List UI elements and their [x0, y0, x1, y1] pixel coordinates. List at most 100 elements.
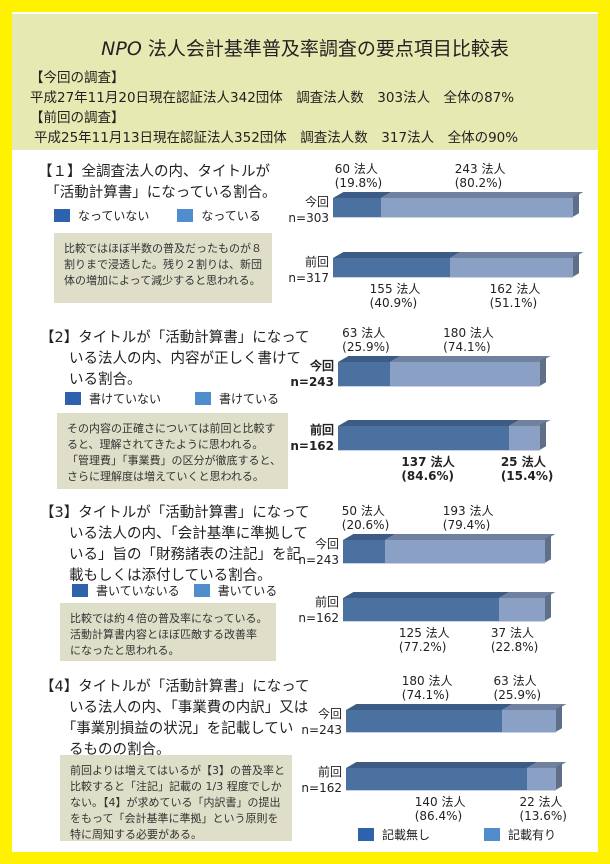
legend-label: 記載無し [382, 828, 431, 842]
bar-segment-top [346, 762, 538, 768]
bar-value-label: 25 法人 (15.4%) [500, 455, 554, 483]
bar-side [540, 421, 546, 450]
bar-segment-top [346, 704, 512, 710]
bar-segment [498, 598, 545, 622]
bar-value-label: 50 法人 (20.6%) [341, 504, 390, 532]
bar-category-label: 前回 n=317 [288, 255, 329, 285]
bar-category-label: 今回 n=243 [290, 359, 334, 389]
bar-segment [508, 426, 540, 451]
legend-swatch-dark [72, 584, 88, 597]
bar-value-label: 37 法人 (22.8%) [490, 626, 539, 654]
bar-category-label: 前回 n=162 [290, 423, 334, 453]
bar-category-label: 今回 n=303 [288, 195, 329, 225]
bar-segment [343, 540, 385, 564]
legend-label: なっていない [78, 209, 150, 223]
legend-swatch-light [177, 209, 194, 222]
current-detail: 平成27年11月20日現在認証法人342団体 調査法人数 303法人 全体の87… [30, 90, 515, 106]
section-2-legend: 書けていない 書けている [65, 390, 279, 407]
bar [346, 704, 567, 733]
bar-segment-top [450, 252, 584, 258]
section-4-note: 前回よりは増えてはいるが【3】の普及率と 比較すると「注記」記載の 1/3 程度… [60, 755, 292, 841]
previous-heading: 【前回の調査】 [30, 110, 125, 126]
bar-segment [338, 362, 391, 387]
legend-label: 書いている [217, 584, 278, 598]
bar-segment-top [390, 356, 551, 362]
legend-swatch-dark [54, 209, 70, 222]
bar [343, 592, 556, 622]
bar-segment [346, 710, 502, 733]
bar-side [573, 193, 579, 217]
bar-value-label: 243 法人 (80.2%) [454, 162, 506, 190]
section-2-title: 【2】タイトルが「活動計算書」になって いる法人の内、内容が正しく書けて いる割… [40, 330, 310, 388]
bar-value-label: 137 法人 (84.6%) [401, 455, 455, 483]
bar-category-label: 今回 n=243 [301, 707, 342, 737]
legend-swatch-dark [65, 392, 81, 405]
bar-category-label: 前回 n=162 [301, 765, 342, 795]
bar-value-label: 22 法人 (13.6%) [519, 795, 567, 823]
bar-segment [380, 198, 573, 218]
bar-value-label: 63 法人 (25.9%) [342, 326, 390, 354]
bar-segment [450, 258, 573, 278]
bar-value-label: 180 法人 (74.1%) [443, 326, 494, 354]
bar-side [556, 763, 562, 790]
bar-segment-top [338, 420, 520, 426]
section-4-legend: 記載無し 記載有り [358, 826, 556, 843]
bar-side [556, 705, 562, 732]
bar-segment [338, 426, 509, 451]
bar-segment-top [384, 534, 556, 540]
section-1-note: 比較ではほぼ半数の普及だったものが８ 割りまで浸透した。残り２割りは、新団 体の… [54, 233, 272, 303]
legend-label: なっている [201, 209, 261, 223]
legend-label: 書けていない [89, 392, 162, 406]
title-text: 法人会計基準普及率調査の要点項目比較表 [141, 38, 509, 60]
section-4-title: 【4】タイトルが「活動計算書」になって いる法人の内、「事業費の内訳」又は 「事… [40, 679, 310, 758]
bar-value-label: 162 法人 (51.1%) [489, 282, 541, 310]
bar-segment [527, 768, 556, 791]
bar-value-label: 63 法人 (25.9%) [493, 674, 542, 702]
legend-label: 書いていないる [96, 584, 180, 598]
previous-detail: 平成25年11月13日現在認証法人352団体 調査法人数 317法人 全体の90… [34, 130, 519, 146]
bar-segment-top [343, 592, 510, 598]
bar-side [545, 535, 551, 563]
bar-segment [384, 540, 545, 564]
bar-value-label: 193 法人 (79.4%) [442, 504, 494, 532]
bar-segment [390, 362, 540, 387]
bar [338, 420, 551, 451]
legend-swatch-light [484, 828, 501, 841]
legend-swatch-light [195, 392, 212, 405]
section-3-title: 【3】タイトルが「活動計算書」になって いる法人の内、「会計基準に準拠して いる… [40, 505, 310, 584]
section-1-title: 【１】全調査法人の内、タイトルが 「活動計算書」になっている割合。 [38, 164, 277, 201]
bar-segment [333, 258, 451, 278]
bar-value-label: 60 法人 (19.8%) [334, 162, 383, 190]
bar [346, 762, 567, 791]
legend-swatch-light [193, 584, 210, 597]
bar-segment [501, 710, 556, 733]
bar [333, 252, 584, 278]
bar-segment [346, 768, 528, 791]
bar-segment [343, 598, 499, 622]
legend-label: 書けている [219, 392, 280, 406]
bar-segment [333, 198, 381, 218]
bar-value-label: 140 法人 (86.4%) [414, 795, 466, 823]
header-panel: NPO 法人会計基準普及率調査の要点項目比較表 【今回の調査】 平成27年11月… [12, 14, 598, 150]
bar-value-label: 155 法人 (40.9%) [369, 282, 421, 310]
bar-segment-top [333, 252, 461, 258]
bar [338, 356, 551, 387]
bar-segment-top [380, 192, 584, 198]
section-2-note: その内容の正確さについては前回と比較す ると、理解されてきたように思われる。 「… [57, 413, 288, 489]
bar-category-label: 前回 n=162 [298, 595, 339, 625]
bar-category-label: 今回 n=243 [298, 537, 339, 567]
section-3-note: 比較では約４倍の普及率になっている。 活動計算書内容とほぼ匹敵する改善率 になっ… [60, 603, 276, 661]
current-heading: 【今回の調査】 [30, 70, 125, 86]
bar [333, 192, 584, 218]
section-1-legend: なっていない なっている [54, 207, 261, 224]
bar-side [545, 593, 551, 621]
legend-swatch-dark [358, 828, 374, 841]
bar-side [540, 357, 546, 386]
title-prefix: NPO [101, 38, 142, 60]
bar [343, 534, 556, 564]
page-title: NPO 法人会計基準普及率調査の要点項目比較表 [12, 34, 598, 61]
bar-side [573, 253, 579, 277]
legend-label: 記載有り [508, 828, 557, 842]
section-3-legend: 書いていないる 書いている [72, 582, 277, 599]
bar-value-label: 180 法人 (74.1%) [401, 674, 453, 702]
